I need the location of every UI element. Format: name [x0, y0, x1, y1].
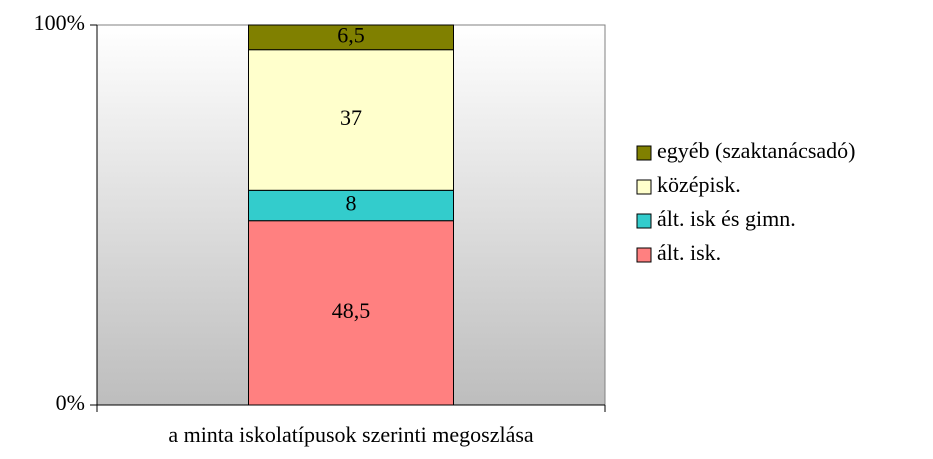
data-label: 6,5 [337, 22, 365, 47]
legend-label: egyéb (szaktanácsadó) [657, 138, 856, 163]
legend-label: középisk. [657, 172, 741, 197]
bar-segment [248, 24, 454, 51]
legend-label: ált. isk. [657, 240, 721, 265]
legend-label: ált. isk és gimn. [657, 206, 796, 231]
data-label: 8 [346, 191, 357, 216]
y-tick-label: 0% [56, 390, 85, 415]
data-label: 48,5 [332, 298, 371, 323]
bar-segment [248, 189, 454, 222]
legend-swatch [636, 145, 652, 161]
bar-segment [248, 220, 454, 406]
legend-swatch [636, 213, 652, 229]
data-label: 37 [340, 105, 362, 130]
legend-swatch [636, 247, 652, 263]
x-tick-label: a minta iskolatípusok szerinti megoszlás… [168, 422, 534, 447]
legend-swatch [636, 179, 652, 195]
y-tick-label: 100% [34, 10, 85, 35]
